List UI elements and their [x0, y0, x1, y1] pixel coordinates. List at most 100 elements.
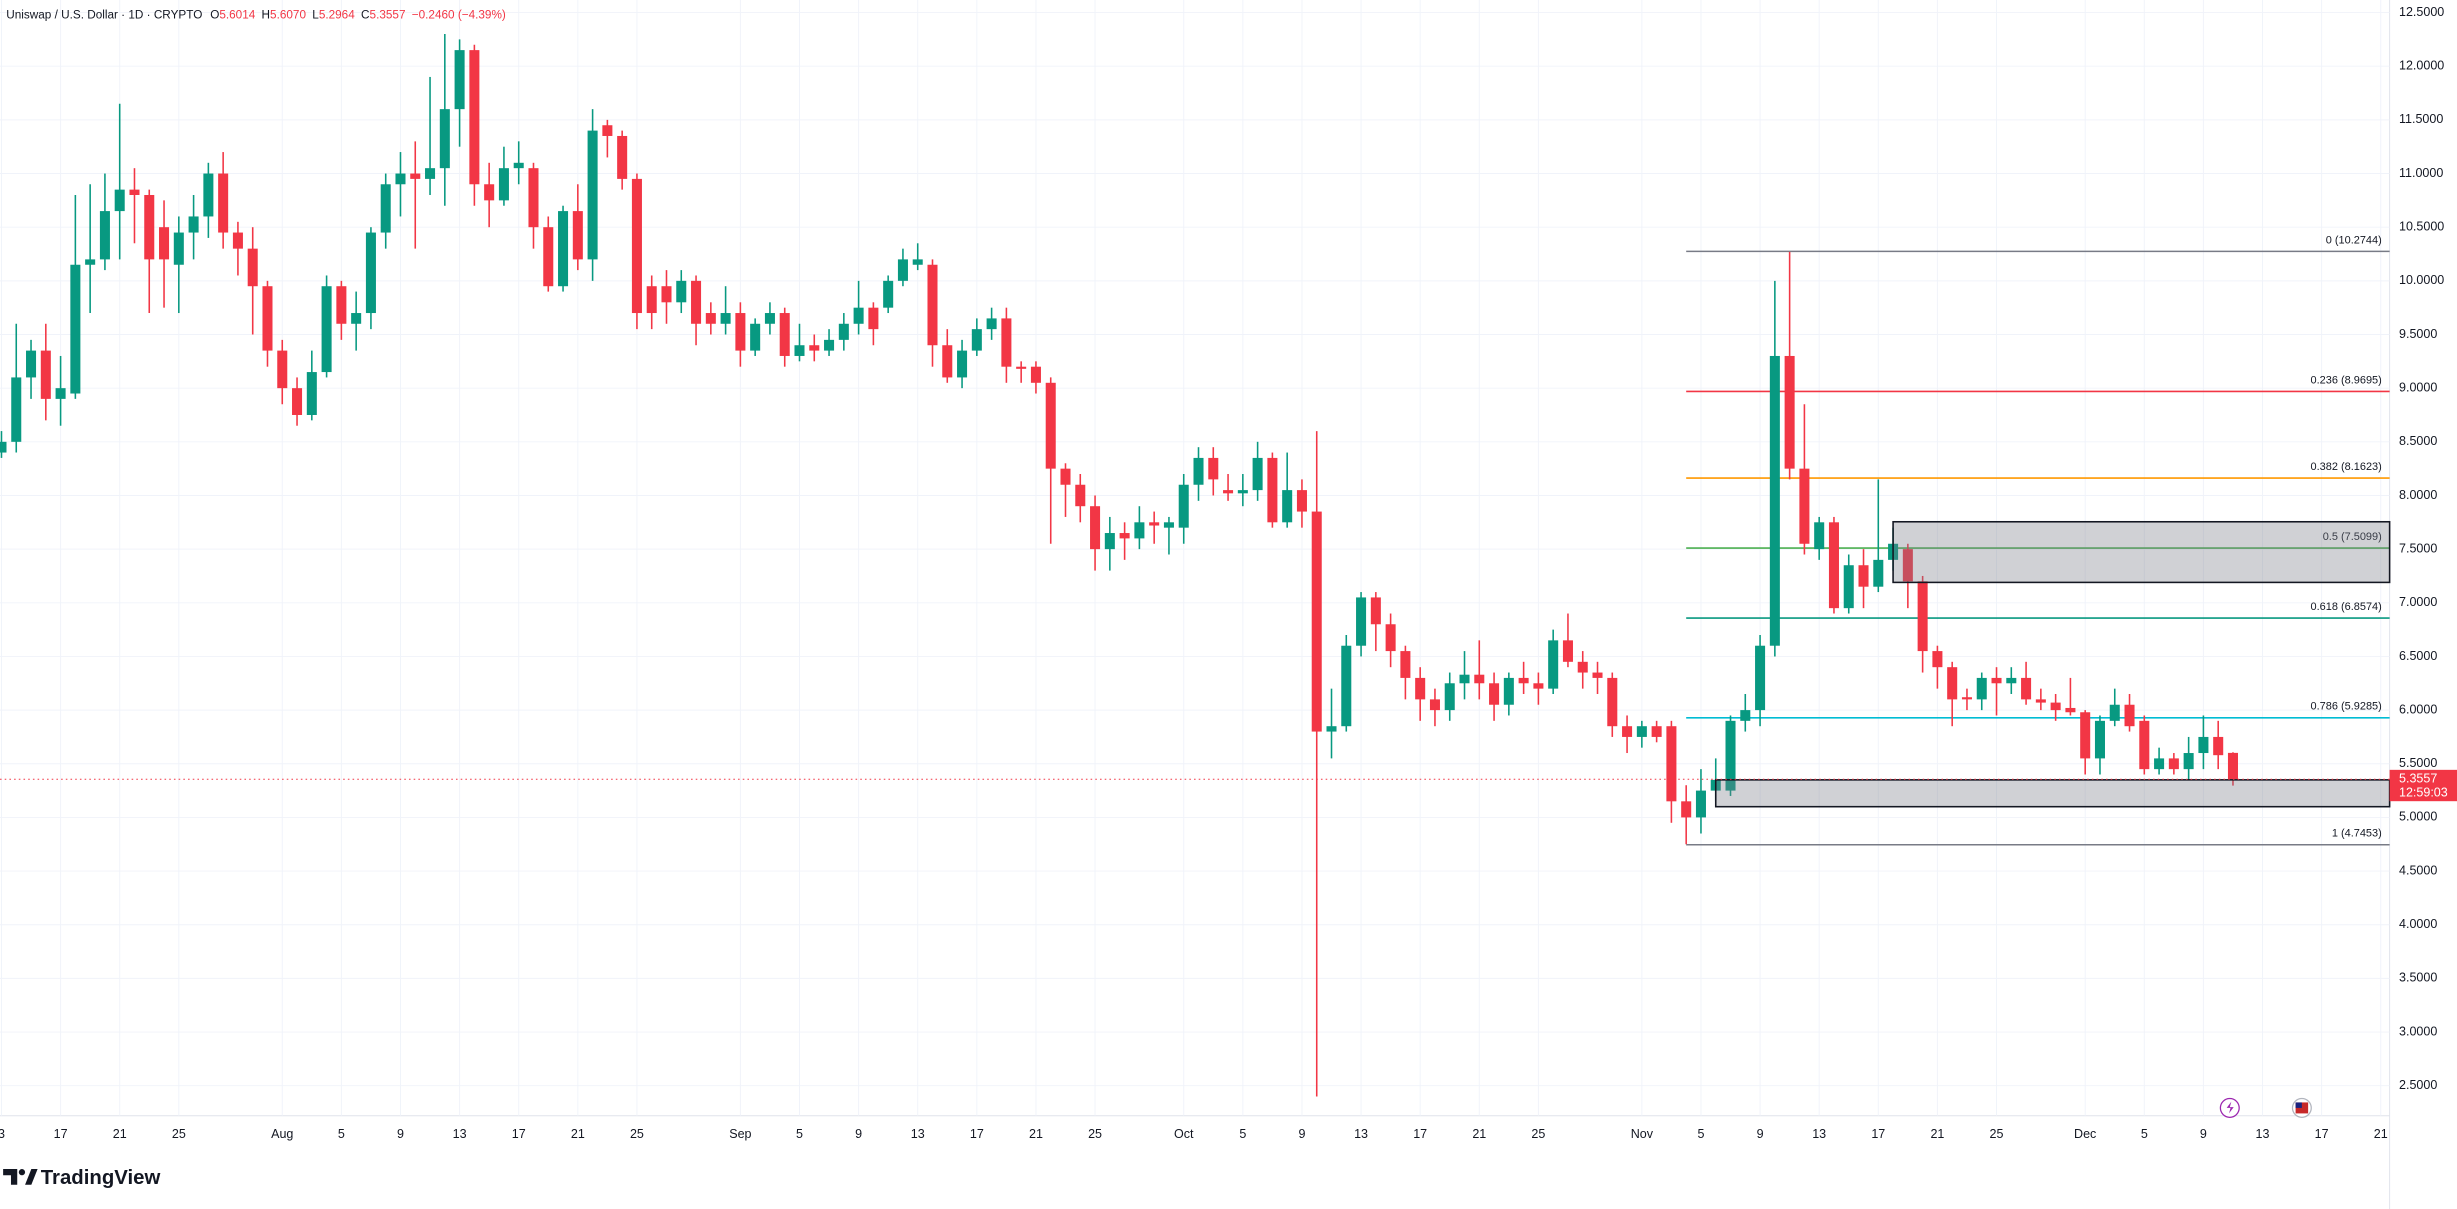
candle-body	[380, 184, 391, 233]
y-tick-label: 12.5000	[2399, 5, 2444, 19]
symbol: Uniswap / U.S. Dollar · 1D · CRYPTO	[6, 9, 202, 22]
y-tick-label: 4.5000	[2399, 863, 2437, 877]
x-tick-label: 13	[1812, 1127, 1826, 1141]
candle-body	[1223, 490, 1234, 494]
candle-body	[2109, 704, 2120, 721]
candle-body	[85, 259, 96, 265]
candle-body	[454, 50, 465, 110]
candle-body	[1370, 597, 1381, 625]
candle-body	[1489, 683, 1500, 705]
candle-body	[292, 388, 303, 415]
fib-label: 0.786 (5.9285)	[2311, 701, 2382, 713]
candle-body	[351, 313, 362, 324]
candle-body	[1444, 683, 1455, 711]
candle-body	[1296, 490, 1307, 512]
o-value: 5.6014	[219, 9, 255, 22]
fib-label: 0.5 (7.5099)	[2323, 531, 2382, 543]
candle-body	[809, 345, 820, 351]
candle-body	[1666, 726, 1677, 802]
candle-body	[912, 259, 923, 265]
candle-body	[1828, 522, 1839, 609]
y-tick-label: 6.5000	[2399, 649, 2437, 663]
candle-body	[513, 162, 524, 169]
y-tick-label: 7.5000	[2399, 541, 2437, 555]
candle-body	[232, 232, 243, 249]
candle-body	[1769, 355, 1780, 646]
candle-body	[395, 173, 406, 185]
x-tick-label: 17	[1413, 1127, 1427, 1141]
candle-body	[40, 350, 51, 399]
fib-label: 0.236 (8.9695)	[2311, 374, 2382, 386]
candle-body	[1415, 677, 1426, 700]
candle-body	[587, 130, 598, 260]
candle-body	[1385, 624, 1396, 652]
candle-body	[868, 307, 879, 330]
flag-icon-glyph	[2295, 1102, 2309, 1114]
candle-body	[1562, 640, 1573, 662]
x-tick-label: Dec	[2074, 1127, 2096, 1141]
candle-body	[824, 339, 835, 351]
c-key: C	[361, 9, 370, 22]
candle-body	[2035, 699, 2046, 703]
candle-body	[1356, 597, 1367, 646]
candle-body	[764, 313, 775, 324]
y-tick-label: 4.0000	[2399, 917, 2437, 931]
l-value: 5.2964	[319, 9, 355, 22]
candle-body	[439, 109, 450, 169]
candle-body	[676, 280, 687, 303]
candle-body	[203, 173, 214, 217]
candle-body	[1799, 468, 1810, 544]
candle-body	[1030, 366, 1041, 383]
candle-body	[779, 313, 790, 356]
candle-body	[159, 227, 170, 260]
logo-slash	[25, 1169, 38, 1185]
candle-body	[1341, 645, 1352, 727]
candle-body	[410, 173, 421, 179]
y-tick-label: 9.0000	[2399, 380, 2437, 394]
x-tick-label: 9	[1757, 1127, 1764, 1141]
fib-label: 0 (10.2744)	[2326, 234, 2382, 246]
candle-body	[853, 307, 864, 324]
candle-body	[794, 345, 805, 356]
x-tick-label: 9	[397, 1127, 404, 1141]
y-tick-label: 11.5000	[2399, 112, 2443, 126]
candle-body	[1400, 651, 1411, 678]
candle-body	[1548, 640, 1559, 689]
x-tick-label: 25	[172, 1127, 186, 1141]
x-tick-label: 25	[1990, 1127, 2004, 1141]
x-tick-label: 5	[796, 1127, 803, 1141]
event-icon[interactable]	[2219, 1097, 2240, 1118]
x-tick-label: 3	[0, 1127, 5, 1141]
candle-body	[2124, 704, 2135, 727]
fib-label: 0.382 (8.1623)	[2311, 461, 2382, 473]
last-price-label: 5.3557	[2399, 772, 2437, 786]
candle-body	[957, 350, 968, 378]
x-tick-label: 25	[1531, 1127, 1545, 1141]
fib-label: 1 (4.7453)	[2332, 828, 2382, 840]
x-tick-label: 21	[113, 1127, 127, 1141]
candle-body	[558, 211, 569, 287]
candle-body	[602, 125, 613, 136]
x-tick-label: 9	[1298, 1127, 1305, 1141]
plot: 2.5000 3.0000 3.5000 4.0000 4.5000 5.0000 5.50…	[0, 0, 2457, 1141]
candle-body	[1163, 522, 1174, 528]
candle-body	[1237, 490, 1248, 494]
zone	[1892, 520, 2391, 584]
last-price-box	[2389, 769, 2457, 802]
x-tick-label: Sep	[729, 1127, 751, 1141]
candle-body	[1282, 490, 1293, 523]
candle-body	[617, 135, 628, 179]
candle-body	[129, 189, 140, 195]
logo-dot	[18, 1169, 26, 1176]
candle-body	[336, 286, 347, 324]
candle-body	[1784, 355, 1795, 469]
zone	[1714, 779, 2391, 808]
candle-body	[144, 194, 155, 260]
change: −0.2460 (−4.39%)	[412, 9, 506, 22]
event-icons[interactable]	[2219, 1097, 2312, 1118]
x-tick-label: Nov	[1631, 1127, 1654, 1141]
candle-body	[1060, 468, 1071, 485]
candle-body	[1429, 699, 1440, 711]
